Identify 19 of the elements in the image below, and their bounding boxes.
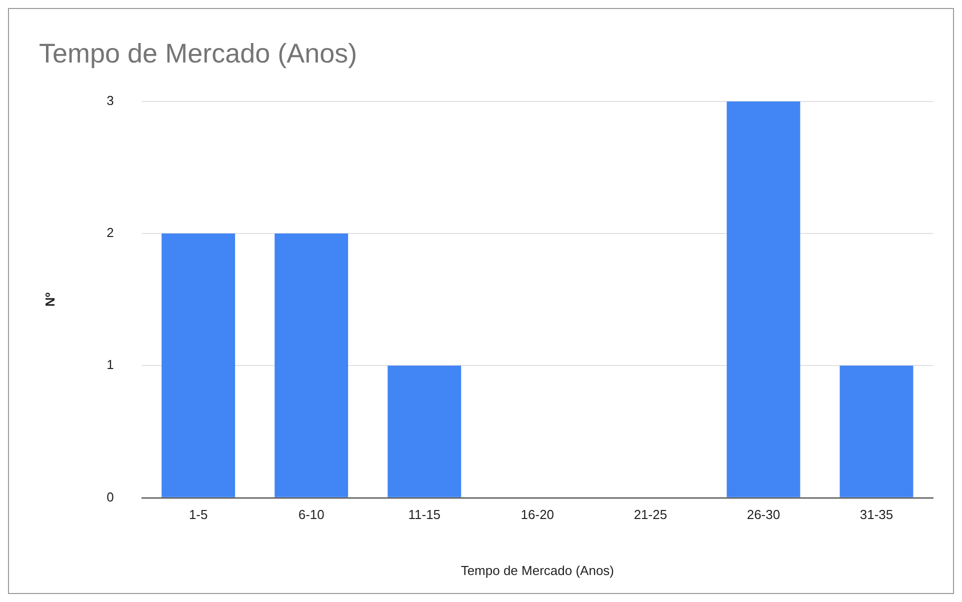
bar xyxy=(726,101,800,498)
y-tick-label: 0 xyxy=(106,489,114,504)
x-tick-label: 16-20 xyxy=(520,507,554,522)
chart-title: Tempo de Mercado (Anos) xyxy=(39,38,358,69)
bar xyxy=(840,366,914,498)
x-tick-label: 26-30 xyxy=(746,507,780,522)
y-axis-title: Nº xyxy=(42,292,58,307)
x-tick-label: 11-15 xyxy=(408,507,441,522)
y-tick-label: 1 xyxy=(106,357,114,372)
bar xyxy=(388,366,462,498)
x-tick-label: 21-25 xyxy=(634,507,668,522)
y-tick-label: 2 xyxy=(106,225,114,240)
x-tick-label: 31-35 xyxy=(860,507,894,522)
x-tick-label: 6-10 xyxy=(298,507,324,522)
x-axis-title: Tempo de Mercado (Anos) xyxy=(460,562,614,578)
y-tick-label: 3 xyxy=(106,92,114,108)
bar xyxy=(162,234,236,498)
bar xyxy=(274,234,348,498)
x-tick-label: 1-5 xyxy=(188,507,208,522)
